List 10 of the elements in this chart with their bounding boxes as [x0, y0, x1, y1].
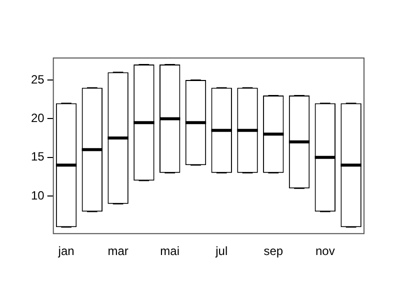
x-tick-label: mai — [160, 244, 180, 258]
x-tick-label: jan — [57, 244, 74, 258]
x-tick-label: mar — [108, 244, 128, 258]
x-tick-label: nov — [315, 244, 335, 258]
y-tick-label: 10 — [30, 188, 45, 202]
y-tick-label: 25 — [30, 72, 45, 86]
y-tick-label: 20 — [30, 111, 45, 126]
y-tick-label: 15 — [30, 150, 45, 164]
x-tick-label: jul — [214, 244, 228, 258]
x-tick-label: sep — [264, 244, 284, 258]
